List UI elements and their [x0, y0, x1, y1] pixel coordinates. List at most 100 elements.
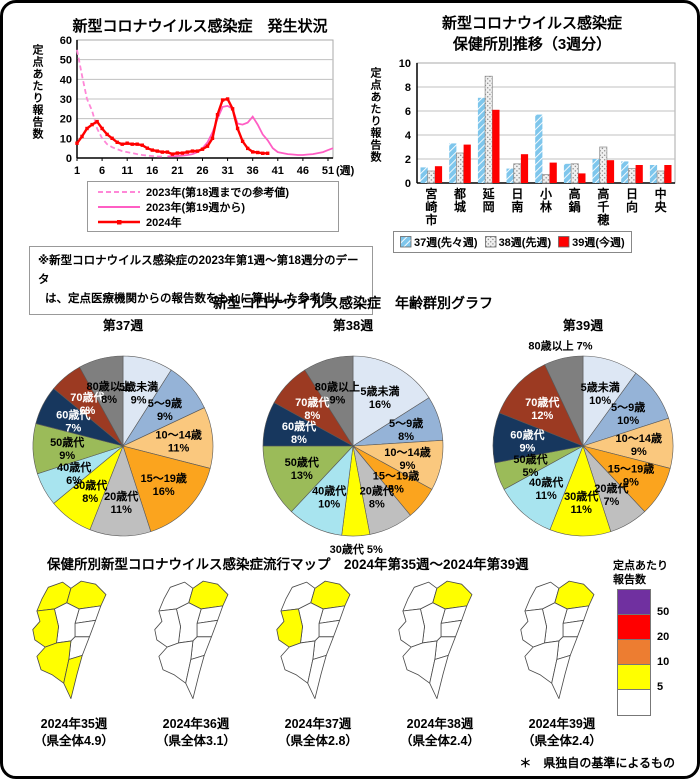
svg-text:日南: 日南: [511, 187, 523, 214]
prefecture-map-week37: [276, 580, 351, 700]
note-line-2: は、定点医療機関からの報告数をもとに算出した参考値: [45, 293, 333, 305]
note-box: ※新型コロナウイルス感染症の2023年第1週～第18週分のデータ は、定点医療機…: [29, 246, 373, 315]
pie-chart-week39: 5歳未満 10%5～9歳 10%10～14歳 9%15～19歳 9%20歳代 7%30歳代…: [492, 339, 674, 537]
dotted-swatch-icon: [484, 236, 496, 248]
svg-text:10: 10: [399, 58, 411, 70]
map-legend-threshold-label: 20: [657, 631, 670, 643]
svg-text:1: 1: [74, 165, 80, 177]
map-legend-color-cell: [617, 589, 651, 616]
svg-text:小林: 小林: [540, 186, 552, 214]
hatched-swatch-icon: [400, 236, 412, 248]
svg-text:都城: 都城: [453, 186, 466, 214]
svg-text:高鍋: 高鍋: [569, 186, 581, 214]
bar-legend-label-week38: 38週(先週): [498, 237, 552, 249]
svg-text:日向: 日向: [626, 187, 638, 214]
pie-title-week39: 第39週: [562, 318, 604, 333]
svg-text:8: 8: [405, 82, 411, 94]
bar-legend-label-week37: 37週(先々週): [414, 237, 478, 249]
svg-text:46: 46: [297, 165, 309, 177]
svg-text:2: 2: [405, 154, 411, 166]
bar-legend-label-week39: 39週(今週): [572, 237, 625, 249]
bar-chart-y-axis-label: 定点あたり報告数: [369, 67, 381, 163]
pie-title-week37: 第37週: [102, 318, 144, 333]
svg-text:高千穂: 高千穂: [597, 186, 609, 227]
pie-column-week37: 第37週 5歳未満 9% 5～9歳 9% 10～14歳 11% 15～19歳 16% 20歳代 1…: [11, 315, 235, 565]
pie-title-week38: 第38週: [332, 318, 374, 333]
legend-row-2024: 2024年: [96, 214, 330, 229]
pie-column-week38: 第38週 5歳未満 16% 5～9歳 8% 10～14歳 9% 15～19歳 6% 20歳代 8%…: [241, 315, 465, 565]
red-swatch-icon: [558, 236, 570, 248]
svg-text:20: 20: [60, 114, 72, 126]
pie-section-title: 新型コロナウイルス感染症 年齢群別グラフ: [213, 295, 493, 311]
bar-chart-title-line2: 保健所別推移（3週分）: [452, 36, 612, 53]
map-section-title: 保健所別新型コロナウイルス感染症流行マップ 2024年第35週～2024年第39…: [47, 557, 529, 572]
map-caption-week37: 2024年37週 （県全体2.8）: [278, 717, 358, 748]
solid-line-sample-icon: [98, 205, 140, 208]
map-column-week37: 2024年37週 （県全体2.8）: [259, 577, 377, 750]
map-column-week38: 2024年38週 （県全体2.4）: [381, 577, 499, 750]
map-legend-title-line1: 定点あたり: [613, 560, 668, 572]
svg-text:0: 0: [405, 178, 411, 190]
svg-text:41: 41: [272, 165, 284, 177]
svg-text:40: 40: [60, 74, 72, 86]
map-caption-week38: 2024年38週 （県全体2.4）: [400, 717, 480, 748]
svg-text:中央: 中央: [655, 186, 668, 214]
svg-text:10: 10: [60, 133, 72, 145]
map-legend-threshold-label: 50: [657, 606, 670, 618]
map-legend-threshold-label: 5: [657, 681, 664, 693]
svg-text:4: 4: [405, 130, 412, 142]
dashed-line-sample-icon: [98, 190, 140, 193]
svg-text:36: 36: [247, 165, 259, 177]
svg-text:6: 6: [405, 106, 411, 118]
map-legend-color-cell: [617, 689, 651, 716]
map-section: 保健所別新型コロナウイルス感染症流行マップ 2024年第35週～2024年第39…: [3, 553, 697, 776]
map-legend-band: [617, 589, 693, 616]
svg-text:30歳代 5%: 30歳代 5%: [330, 542, 383, 556]
map-legend-color-cell: [617, 639, 651, 666]
bar-legend-item-week39: 39週(今週): [558, 234, 625, 250]
svg-text:60: 60: [60, 36, 72, 47]
map-legend-color-cell: [617, 664, 651, 691]
map-legend-color-scale: 50 20 10 5: [617, 589, 693, 716]
prefecture-map-week35: [32, 580, 107, 700]
map-legend-band: 5: [617, 681, 693, 716]
footnote: ＊ 県独自の基準によるもの: [519, 756, 675, 770]
pie-column-week39: 第39週 5歳未満 10% 5～9歳 10% 10～14歳 9% 15～19歳 9% 20歳代 7…: [471, 315, 695, 565]
svg-text:31: 31: [221, 165, 233, 177]
svg-text:16: 16: [146, 165, 158, 177]
map-caption-week39: 2024年39週 （県全体2.4）: [522, 717, 602, 748]
map-color-legend: 定点あたり 報告数 50 20 10 5: [613, 559, 693, 716]
line-chart-y-axis-label: 定点あたり報告数: [31, 44, 43, 140]
svg-text:51: 51: [322, 165, 334, 177]
map-legend-color-cell: [617, 614, 651, 641]
note-line-1: ※新型コロナウイルス感染症の2023年第1週～第18週分のデータ: [38, 255, 359, 286]
legend-row-2023: 2023年(第19週から): [96, 199, 330, 214]
map-legend-threshold-label: 10: [657, 656, 670, 668]
map-column-week35: 2024年35週 （県全体4.9）: [15, 577, 133, 750]
svg-text:21: 21: [171, 165, 183, 177]
svg-text:80歳以上 7%: 80歳以上 7%: [528, 339, 592, 353]
map-column-week36: 2024年36週 （県全体3.1）: [137, 577, 255, 750]
bar-legend-item-week38: 38週(先週): [484, 234, 552, 250]
bar-chart-title-line1: 新型コロナウイルス感染症: [441, 15, 622, 32]
map-column-week39: 2024年39週 （県全体2.4）: [503, 577, 621, 750]
svg-text:0: 0: [66, 153, 72, 165]
map-legend-band: 20: [617, 631, 693, 666]
svg-text:11: 11: [121, 165, 133, 177]
line-chart-legend: 2023年(第18週までの参考値) 2023年(第19週から) 2024年: [87, 181, 339, 232]
marker-line-sample-icon: [98, 219, 140, 224]
svg-text:宮崎市: 宮崎市: [425, 186, 437, 227]
legend-label-2023-reference: 2023年(第18週までの参考値): [146, 186, 290, 199]
bar-legend-item-week37: 37週(先々週): [400, 234, 478, 250]
svg-text:26: 26: [196, 165, 208, 177]
legend-label-2024: 2024年: [146, 216, 182, 229]
pie-chart-week38: 5歳未満 16%5～9歳 8%10～14歳 9%15～19歳 6%20歳代 8%30歳代 …: [262, 355, 444, 556]
map-caption-week36: 2024年36週 （県全体3.1）: [156, 717, 236, 748]
line-chart-title: 新型コロナウイルス感染症 発生状況: [72, 18, 328, 35]
